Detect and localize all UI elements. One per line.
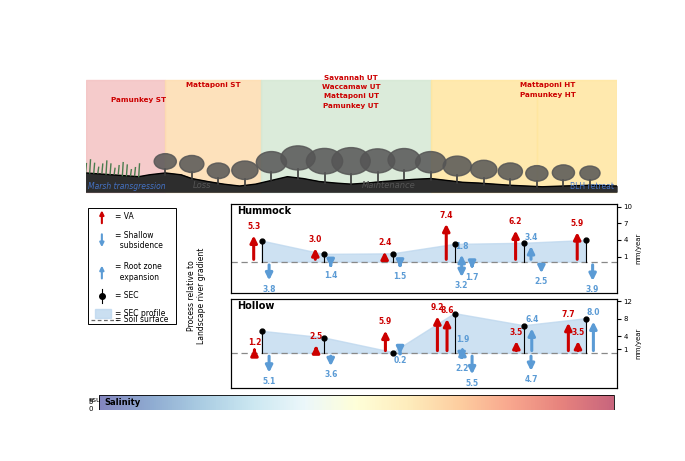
Text: 0.2: 0.2 — [393, 356, 407, 365]
Text: Hummock: Hummock — [237, 206, 291, 216]
Circle shape — [416, 152, 446, 173]
Text: 1.2: 1.2 — [248, 337, 261, 347]
Text: Loss: Loss — [193, 182, 212, 190]
Text: BLH retreat: BLH retreat — [570, 182, 614, 191]
Circle shape — [281, 146, 315, 170]
Text: 0: 0 — [88, 406, 92, 412]
Circle shape — [154, 154, 176, 169]
Text: 5: 5 — [88, 399, 92, 405]
Circle shape — [388, 148, 421, 171]
Text: 3.0: 3.0 — [309, 235, 322, 244]
Circle shape — [256, 152, 286, 173]
Text: 3.9: 3.9 — [586, 285, 599, 294]
Text: 2.2: 2.2 — [455, 364, 469, 373]
Text: 9.2: 9.2 — [431, 303, 444, 312]
Text: 6.4: 6.4 — [525, 315, 538, 324]
Text: 6.2: 6.2 — [509, 218, 522, 226]
Text: 5.9: 5.9 — [571, 219, 584, 228]
Bar — [86, 80, 165, 192]
Text: 1.5: 1.5 — [393, 272, 407, 281]
Circle shape — [498, 163, 523, 180]
Text: = VA: = VA — [115, 213, 134, 221]
Text: 1.7: 1.7 — [465, 273, 479, 282]
Bar — [95, 309, 112, 318]
Text: 8.6: 8.6 — [440, 306, 453, 315]
Polygon shape — [262, 313, 586, 354]
Circle shape — [208, 163, 229, 178]
Text: = Root zone
  expansion: = Root zone expansion — [115, 262, 162, 282]
Text: 3.6: 3.6 — [324, 371, 338, 379]
Text: 5.5: 5.5 — [466, 378, 479, 388]
Circle shape — [360, 149, 395, 173]
Text: 8.0: 8.0 — [586, 308, 600, 317]
Text: Pamunkey UT: Pamunkey UT — [323, 103, 379, 109]
Text: Mattaponi ST: Mattaponi ST — [186, 82, 240, 88]
Text: 1.8: 1.8 — [455, 242, 469, 251]
Text: 7.7: 7.7 — [562, 309, 575, 319]
Text: Marsh transgression: Marsh transgression — [88, 182, 166, 191]
Text: 1.9: 1.9 — [456, 335, 469, 343]
Text: Process relative to
Landscape river gradient: Process relative to Landscape river grad… — [187, 248, 206, 344]
Polygon shape — [262, 241, 586, 262]
Text: Waccamaw UT: Waccamaw UT — [322, 84, 380, 90]
Bar — [537, 80, 617, 192]
Text: Savannah UT: Savannah UT — [324, 75, 378, 81]
Text: 5.9: 5.9 — [379, 317, 392, 326]
Text: = Soil surface: = Soil surface — [115, 315, 169, 325]
Bar — [431, 80, 537, 192]
Text: = SEC profile: = SEC profile — [115, 309, 166, 318]
Text: Mattaponi HT: Mattaponi HT — [520, 82, 575, 88]
Text: 3.5: 3.5 — [571, 328, 584, 337]
Text: Salinity: Salinity — [104, 398, 140, 407]
Text: 5.3: 5.3 — [247, 222, 260, 231]
Text: 3.5: 3.5 — [510, 328, 523, 337]
Bar — [88, 207, 176, 324]
Y-axis label: mm/year: mm/year — [635, 232, 641, 264]
Text: Maintenance: Maintenance — [362, 182, 415, 190]
Text: 1.4: 1.4 — [324, 271, 338, 280]
Circle shape — [526, 165, 548, 181]
Circle shape — [471, 160, 497, 179]
Text: 3.8: 3.8 — [262, 284, 276, 294]
Text: = Shallow
  subsidence: = Shallow subsidence — [115, 231, 163, 250]
Text: 7.4: 7.4 — [440, 211, 453, 220]
Bar — [261, 80, 431, 192]
Text: 4.7: 4.7 — [524, 375, 538, 384]
Y-axis label: mm/year: mm/year — [635, 328, 641, 359]
Bar — [165, 80, 261, 192]
Text: Pamunkey ST: Pamunkey ST — [111, 97, 166, 103]
Text: 3.4: 3.4 — [524, 233, 538, 242]
Circle shape — [232, 161, 258, 179]
Text: 3.2: 3.2 — [455, 281, 469, 290]
Text: 2.5: 2.5 — [310, 332, 323, 341]
Circle shape — [179, 155, 204, 172]
Circle shape — [443, 156, 471, 176]
Circle shape — [332, 148, 370, 175]
Circle shape — [580, 166, 600, 180]
Text: Mattaponi UT: Mattaponi UT — [323, 94, 379, 100]
Text: = SEC: = SEC — [115, 291, 139, 301]
Circle shape — [552, 165, 575, 180]
Text: 5.1: 5.1 — [262, 377, 276, 386]
Text: psu: psu — [88, 397, 101, 403]
Text: 2.4: 2.4 — [378, 238, 391, 248]
Text: Pamunkey HT: Pamunkey HT — [519, 92, 575, 98]
Text: 2.5: 2.5 — [535, 278, 548, 286]
Text: Hollow: Hollow — [237, 301, 275, 312]
Circle shape — [306, 148, 342, 174]
